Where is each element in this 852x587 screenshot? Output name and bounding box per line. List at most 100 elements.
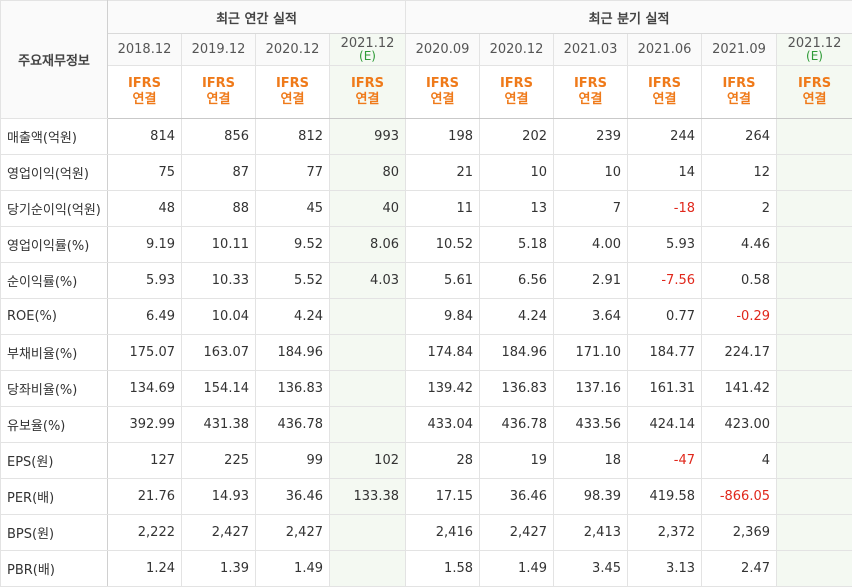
- value-cell: 161.31: [627, 370, 702, 407]
- value-cell: 0.58: [701, 262, 777, 299]
- value-cell: 2.91: [553, 262, 628, 299]
- value-cell: -866.05: [701, 478, 777, 515]
- value-cell: 1.24: [107, 550, 182, 587]
- value-cell: [775, 190, 852, 227]
- value-cell: 2,416: [405, 514, 480, 551]
- value-cell: 12: [701, 154, 777, 191]
- table-row: 당기순이익(억원) 48 88 45 40 11 13 7 -18 2: [0, 190, 852, 227]
- value-cell: 3.45: [553, 550, 628, 587]
- table-row: 유보율(%) 392.99 431.38 436.78 433.04 436.78 433.…: [0, 406, 852, 443]
- value-cell: 2,413: [553, 514, 628, 551]
- accounting-basis: IFRS 연결: [775, 65, 852, 119]
- value-cell: 1.58: [405, 550, 480, 587]
- period-header: 2020.09: [405, 33, 480, 66]
- period-row: 2018.12 2019.12 2020.12 2021.12 (E) 2020.09 20…: [1, 33, 852, 66]
- consolidated-label: 연결: [504, 92, 529, 107]
- table-row: 부채비율(%) 175.07 163.07 184.96 174.84 184.96 171…: [0, 334, 852, 371]
- value-cell: 419.58: [627, 478, 702, 515]
- value-cell: 10.52: [405, 226, 480, 263]
- metric-label: EPS(원): [0, 442, 108, 479]
- accounting-basis: IFRS 연결: [255, 65, 330, 119]
- value-cell: 10: [553, 154, 628, 191]
- value-cell: 9.19: [107, 226, 182, 263]
- table-row: 영업이익률(%) 9.19 10.11 9.52 8.06 10.52 5.18 4.00 5.…: [0, 226, 852, 263]
- period-header: 2021.06: [627, 33, 702, 66]
- value-cell: 4.24: [255, 298, 330, 335]
- period-header: 2020.12: [255, 33, 330, 66]
- value-cell: 8.06: [329, 226, 406, 263]
- value-cell: -0.29: [701, 298, 777, 335]
- table-row: 당좌비율(%) 134.69 154.14 136.83 139.42 136.83 137…: [0, 370, 852, 407]
- value-cell: 87: [181, 154, 256, 191]
- value-cell: 433.04: [405, 406, 480, 443]
- ifrs-label: IFRS: [127, 76, 162, 91]
- value-cell: [775, 118, 852, 155]
- value-cell: 202: [479, 118, 554, 155]
- quarter-header: 최근 분기 실적: [404, 0, 852, 34]
- table-row: EPS(원) 127 225 99 102 28 19 18 -47 4: [0, 442, 852, 479]
- value-cell: 0.77: [627, 298, 702, 335]
- ifrs-label: IFRS: [722, 76, 756, 91]
- value-cell: 2,427: [255, 514, 330, 551]
- period-label: 2021.12: [340, 35, 395, 51]
- ifrs-label: IFRS: [647, 76, 682, 91]
- ifrs-label: IFRS: [275, 76, 310, 91]
- value-cell: 9.84: [405, 298, 480, 335]
- value-cell: 198: [405, 118, 480, 155]
- value-cell: 5.93: [107, 262, 182, 299]
- value-cell: 13: [479, 190, 554, 227]
- value-cell: [775, 478, 852, 515]
- value-cell: 75: [107, 154, 182, 191]
- value-cell: 1.49: [479, 550, 554, 587]
- value-cell: 40: [329, 190, 406, 227]
- value-cell: [775, 226, 852, 263]
- consolidated-label: 연결: [578, 92, 603, 107]
- value-cell: 136.83: [479, 370, 554, 407]
- value-cell: 154.14: [181, 370, 256, 407]
- ifrs-label: IFRS: [573, 76, 608, 91]
- value-cell: 36.46: [255, 478, 330, 515]
- table-row: ROE(%) 6.49 10.04 4.24 9.84 4.24 3.64 0.77 -0.29: [0, 298, 852, 335]
- period-label: 2020.12: [489, 42, 544, 57]
- value-cell: 139.42: [405, 370, 480, 407]
- table-body: 매출액(억원) 814 856 812 993 198 202 239 244 264 영업이익(억…: [0, 118, 852, 587]
- value-cell: 225: [181, 442, 256, 479]
- accounting-basis: IFRS 연결: [405, 65, 480, 119]
- value-cell: 2.47: [701, 550, 777, 587]
- metric-label: PBR(배): [0, 550, 108, 587]
- value-cell: 184.77: [627, 334, 702, 371]
- value-cell: 392.99: [107, 406, 182, 443]
- value-cell: 5.18: [479, 226, 554, 263]
- value-cell: 136.83: [255, 370, 330, 407]
- consolidated-label: 연결: [355, 92, 380, 107]
- value-cell: 28: [405, 442, 480, 479]
- value-cell: 814: [107, 118, 182, 155]
- accounting-basis: IFRS 연결: [329, 65, 406, 119]
- value-cell: 80: [329, 154, 406, 191]
- value-cell: 244: [627, 118, 702, 155]
- table-row: 영업이익(억원) 75 87 77 80 21 10 10 14 12: [0, 154, 852, 191]
- consolidated-label: 연결: [802, 92, 827, 107]
- period-label: 2018.12: [117, 42, 172, 57]
- metric-label: 유보율(%): [0, 406, 108, 443]
- value-cell: 4.24: [479, 298, 554, 335]
- value-cell: [329, 370, 406, 407]
- value-cell: [329, 550, 406, 587]
- value-cell: 21: [405, 154, 480, 191]
- consolidated-label: 연결: [206, 92, 231, 107]
- period-header: 2019.12: [181, 33, 256, 66]
- value-cell: [775, 550, 852, 587]
- period-header: 2021.09: [701, 33, 777, 66]
- value-cell: 424.14: [627, 406, 702, 443]
- value-cell: 4: [701, 442, 777, 479]
- period-header: 2018.12: [107, 33, 182, 66]
- value-cell: 10.33: [181, 262, 256, 299]
- estimate-mark: (E): [806, 48, 823, 63]
- value-cell: -18: [627, 190, 702, 227]
- value-cell: 184.96: [255, 334, 330, 371]
- value-cell: 1.49: [255, 550, 330, 587]
- value-cell: 7: [553, 190, 628, 227]
- value-cell: [775, 442, 852, 479]
- ifrs-label: IFRS: [499, 76, 534, 91]
